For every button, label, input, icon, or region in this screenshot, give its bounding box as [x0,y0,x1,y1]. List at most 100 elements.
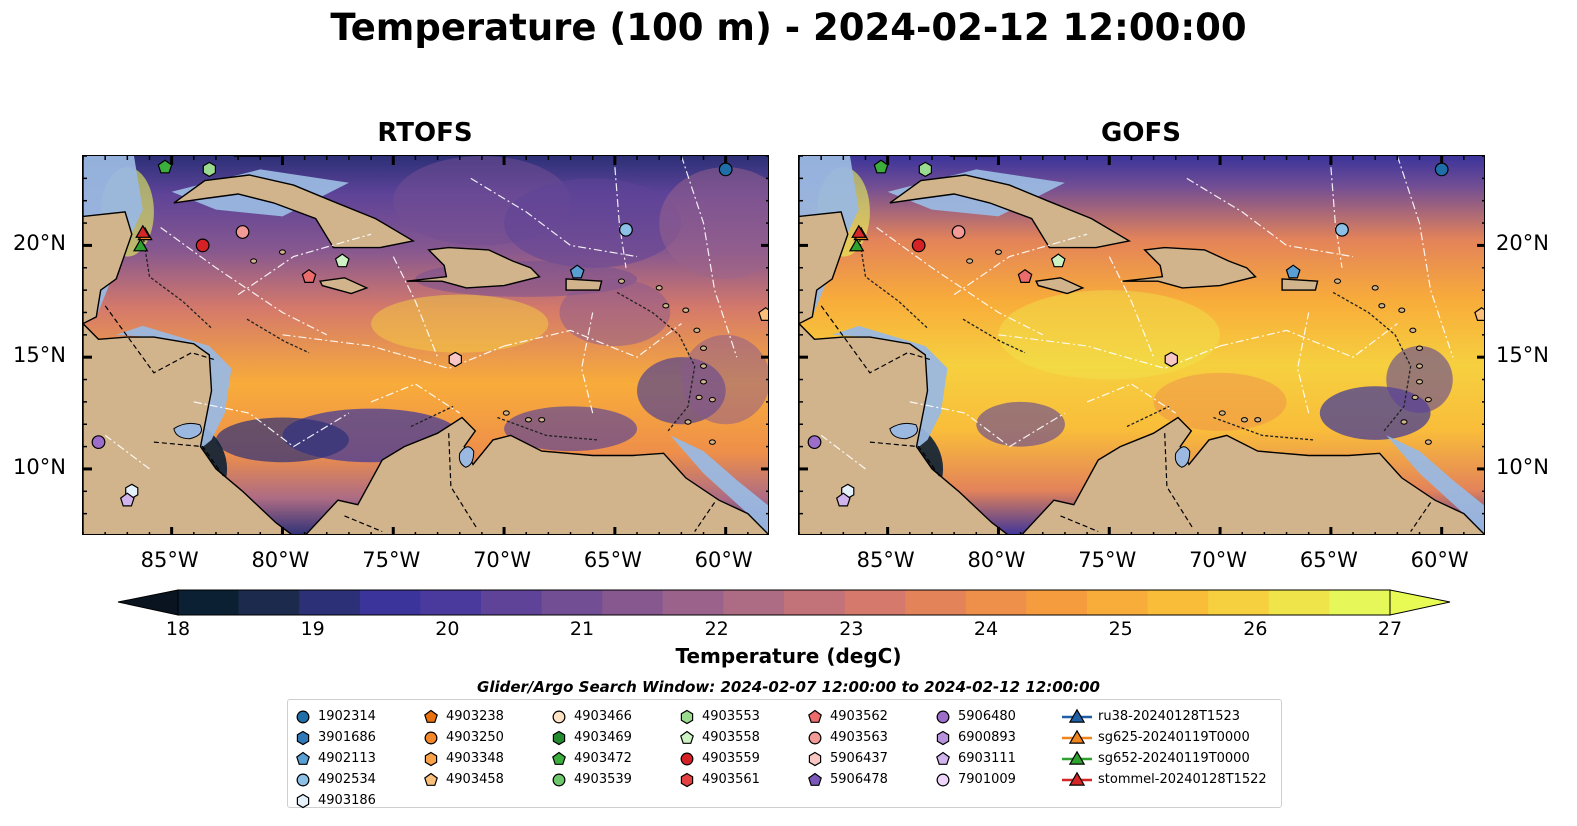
y-tick-label: 10°N [13,454,66,479]
colorbar-tick-label: 21 [569,618,595,640]
legend-item: 4903561 [678,769,760,790]
legend-item: 6903111 [934,748,1016,769]
marker-5906480 [91,435,106,450]
legend-column: 4903466 4903469 4903472 4903539 [550,706,632,790]
legend-label: 4903348 [446,751,504,766]
legend-column: 4903562 4903563 5906437 5906478 [806,706,888,790]
legend-item: 4902534 [294,769,376,790]
legend-label: 5906478 [830,772,888,787]
colorbar-segment [784,590,846,615]
colorbar-segment [1147,590,1209,615]
colorbar-extend-low [117,589,179,616]
legend-marker-icon [680,752,694,765]
legend-label: sg652-20240119T0000 [1098,751,1250,766]
legend-item: 4902113 [294,748,376,769]
colorbar-tick-label: 24 [973,618,999,640]
legend-marker-icon [424,709,438,723]
legend-label: 4903559 [702,751,760,766]
land-yucatan [799,156,849,325]
legend-marker-icon [296,793,310,808]
legend-marker-icon [680,772,694,787]
legend-marker-icon [936,730,950,745]
legend-label: 4903558 [702,730,760,745]
marker-stommel-20240128T1522 [135,224,151,238]
x-tick-label: 60°W [1410,548,1469,572]
marker-4903558 [334,253,350,268]
colorbar-segment [481,590,543,615]
legend-item: 5906437 [806,748,888,769]
marker-4902534 [1335,222,1349,237]
land-yucatan [83,156,133,325]
colorbar-segment [905,590,967,615]
marker-4903553 [918,161,932,178]
marker-5906437 [1164,351,1178,368]
colorbar-extend-high [1389,589,1451,616]
legend-marker-icon [552,730,566,745]
marker-4903458 [1474,306,1484,321]
colorbar-segment [1329,590,1391,615]
marker-4903472 [873,159,889,174]
y-tick-label: 20°N [13,231,66,256]
x-tick-label: 65°W [1299,548,1358,572]
legend-label: ru38-20240128T1523 [1098,709,1241,724]
colorbar-segment [420,590,482,615]
marker-4903553 [202,161,216,178]
legend: 1902314 3901686 4902113 4902534 4903186 49032… [287,699,1282,808]
colorbar [117,589,1451,616]
legend-item: 6900893 [934,727,1016,748]
legend-item: sg652-20240119T0000 [1062,748,1267,769]
legend-label: 4903238 [446,709,504,724]
x-tick-label: 65°W [583,548,642,572]
land-jamaica [319,277,369,295]
marker-6903111 [835,492,851,507]
legend-item: 4903186 [294,790,376,811]
legend-item: 4903472 [550,748,632,769]
legend-item: stommel-20240128T1522 [1062,769,1267,790]
marker-4903559 [911,238,926,253]
y-tick-label: 20°N [1496,231,1549,256]
marker-4903563 [235,225,250,239]
legend-column: 1902314 3901686 4902113 4902534 4903186 [294,706,376,811]
legend-column: 4903553 4903558 4903559 4903561 [678,706,760,790]
legend-marker-icon [552,773,566,786]
x-tick-label: 75°W [362,548,421,572]
map-svg [83,156,768,534]
legend-label: 4903472 [574,751,632,766]
marker-4903559 [195,238,210,253]
colorbar-segment [359,590,421,615]
colorbar-segment [844,590,906,615]
colorbar-segment [1268,590,1330,615]
marker-4903562 [301,268,317,284]
figure-title: Temperature (100 m) - 2024-02-12 12:00:0… [330,6,1247,49]
legend-label: 4903539 [574,772,632,787]
legend-marker-icon [424,751,438,766]
colorbar-segment [541,590,603,615]
legend-label: 4903469 [574,730,632,745]
y-tick-label: 15°N [13,343,66,368]
land-cuba [889,174,1132,249]
marker-stommel-20240128T1522 [851,224,867,238]
legend-label: 4902113 [318,751,376,766]
legend-item: 5906478 [806,769,888,790]
colorbar-segment [723,590,785,615]
legend-item: 4903348 [422,748,504,769]
marker-4902113 [1285,264,1301,279]
marker-4903458 [758,306,768,321]
legend-label: 4903458 [446,772,504,787]
land-cuba [173,174,416,249]
marker-4903562 [1017,268,1033,284]
colorbar-tick-label: 20 [435,618,460,640]
legend-label: 5906480 [958,709,1016,724]
legend-marker-icon [808,709,822,723]
x-tick-label: 85°W [140,548,199,572]
marker-1902314 [718,162,733,177]
x-tick-label: 60°W [694,548,753,572]
colorbar-tick-label: 26 [1243,618,1268,640]
land-jamaica [1035,277,1085,295]
colorbar-segment [602,590,664,615]
colorbar-tick-label: 22 [704,618,729,640]
marker-4903563 [951,225,966,239]
legend-label: 4903466 [574,709,632,724]
x-tick-label: 70°W [1189,548,1248,572]
legend-marker-icon [680,709,694,724]
